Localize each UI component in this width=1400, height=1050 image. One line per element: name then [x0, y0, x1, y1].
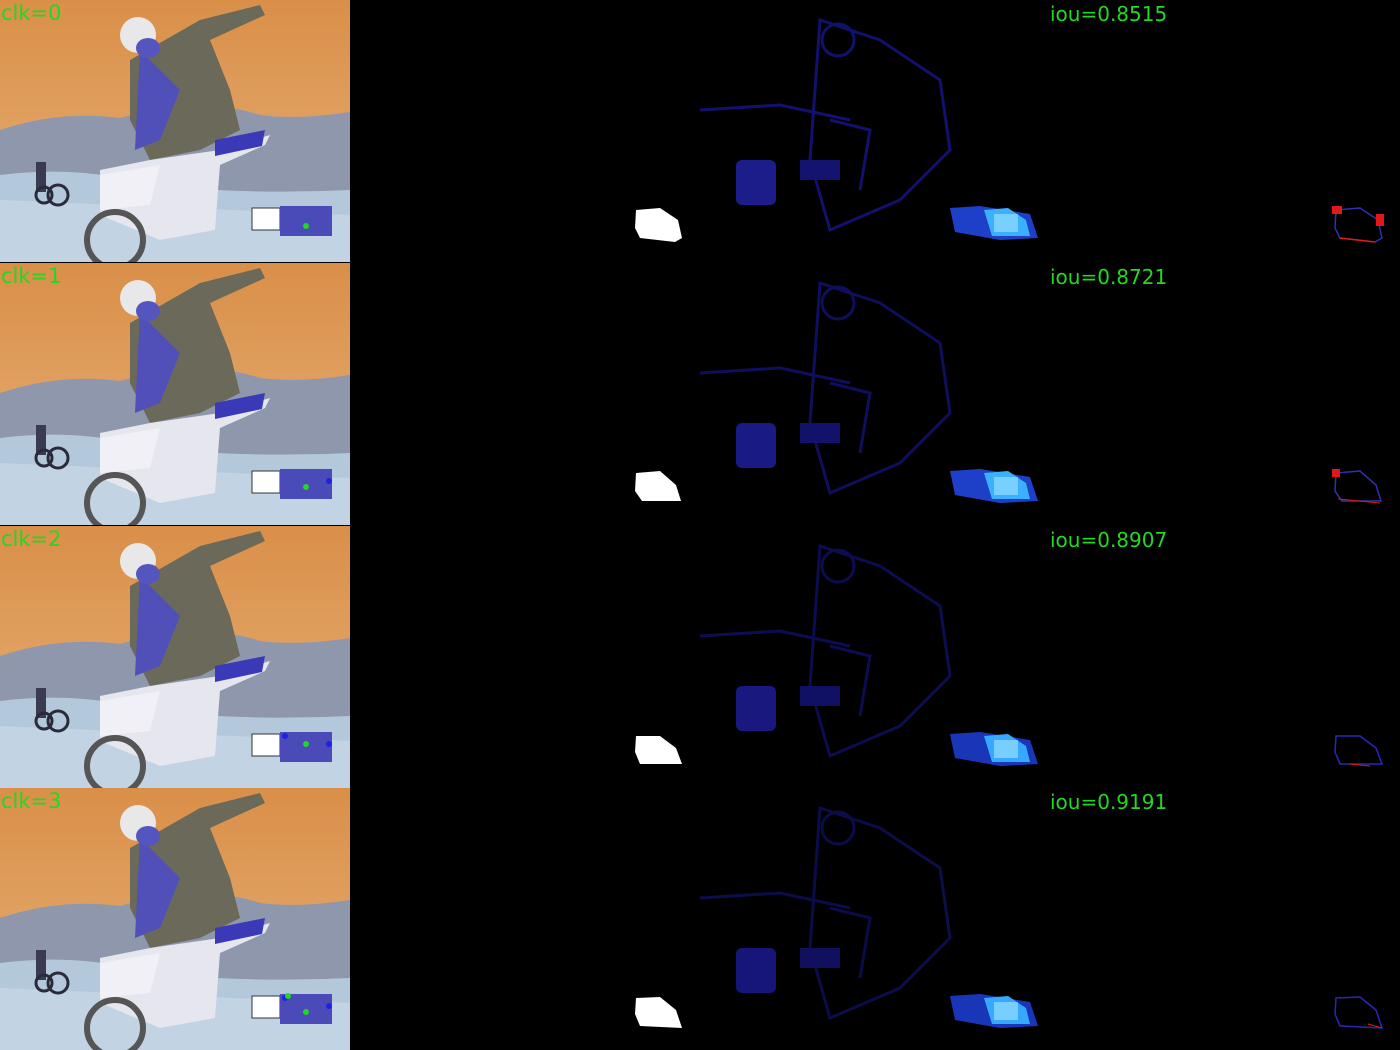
motocross-photo — [0, 526, 350, 788]
probability-map-panel — [700, 0, 1050, 262]
iou-score-label: iou=0.8515 — [1050, 2, 1168, 26]
result-row: clk=3 — [0, 788, 1400, 1050]
motocross-photo — [0, 788, 350, 1050]
mask-region — [635, 471, 681, 501]
predicted-mask-panel — [350, 0, 700, 262]
probability-map-panel — [700, 788, 1050, 1050]
input-photo-panel: clk=0 — [0, 0, 350, 262]
predicted-mask-panel — [350, 788, 700, 1050]
iou-score-label: iou=0.8721 — [1050, 265, 1168, 289]
error-map — [1050, 526, 1400, 788]
error-map — [1050, 263, 1400, 525]
error-map — [1050, 788, 1400, 1050]
predicted-mask-panel — [350, 263, 700, 525]
error-map — [1050, 0, 1400, 262]
negative-click-marker — [326, 478, 332, 484]
result-row: clk=0 — [0, 0, 1400, 262]
result-row: clk=2 — [0, 526, 1400, 788]
mask-region — [635, 736, 682, 764]
iou-score-label: iou=0.8907 — [1050, 528, 1168, 552]
positive-click-marker — [285, 993, 291, 999]
motocross-photo — [0, 263, 350, 525]
probability-map — [700, 263, 1050, 525]
click-count-label: clk=1 — [1, 264, 62, 288]
input-photo-panel: clk=2 — [0, 526, 350, 788]
mask-region — [635, 997, 682, 1028]
negative-click-marker — [326, 1003, 332, 1009]
negative-click-marker — [326, 741, 332, 747]
positive-click-marker — [303, 484, 309, 490]
positive-click-marker — [303, 223, 309, 229]
probability-map — [700, 526, 1050, 788]
iou-score-label: iou=0.9191 — [1050, 790, 1168, 814]
click-count-label: clk=3 — [1, 789, 62, 813]
probability-map-panel — [700, 526, 1050, 788]
negative-click-marker — [282, 733, 288, 739]
error-map-panel: iou=0.9191 — [1050, 788, 1400, 1050]
positive-click-marker — [303, 741, 309, 747]
predicted-mask — [350, 788, 700, 1050]
probability-map — [700, 788, 1050, 1050]
positive-click-marker — [303, 1009, 309, 1015]
error-map-panel: iou=0.8907 — [1050, 526, 1400, 788]
probability-map — [700, 0, 1050, 262]
predicted-mask-panel — [350, 526, 700, 788]
predicted-mask — [350, 263, 700, 525]
click-count-label: clk=2 — [1, 527, 62, 551]
error-map-panel: iou=0.8721 — [1050, 263, 1400, 525]
result-row: clk=1 — [0, 263, 1400, 525]
predicted-mask — [350, 0, 700, 262]
error-map-panel: iou=0.8515 — [1050, 0, 1400, 262]
input-photo-panel: clk=3 — [0, 788, 350, 1050]
input-photo-panel: clk=1 — [0, 263, 350, 525]
mask-region — [635, 208, 682, 242]
predicted-mask — [350, 526, 700, 788]
probability-map-panel — [700, 263, 1050, 525]
click-count-label: clk=0 — [1, 1, 62, 25]
motocross-photo — [0, 0, 350, 262]
